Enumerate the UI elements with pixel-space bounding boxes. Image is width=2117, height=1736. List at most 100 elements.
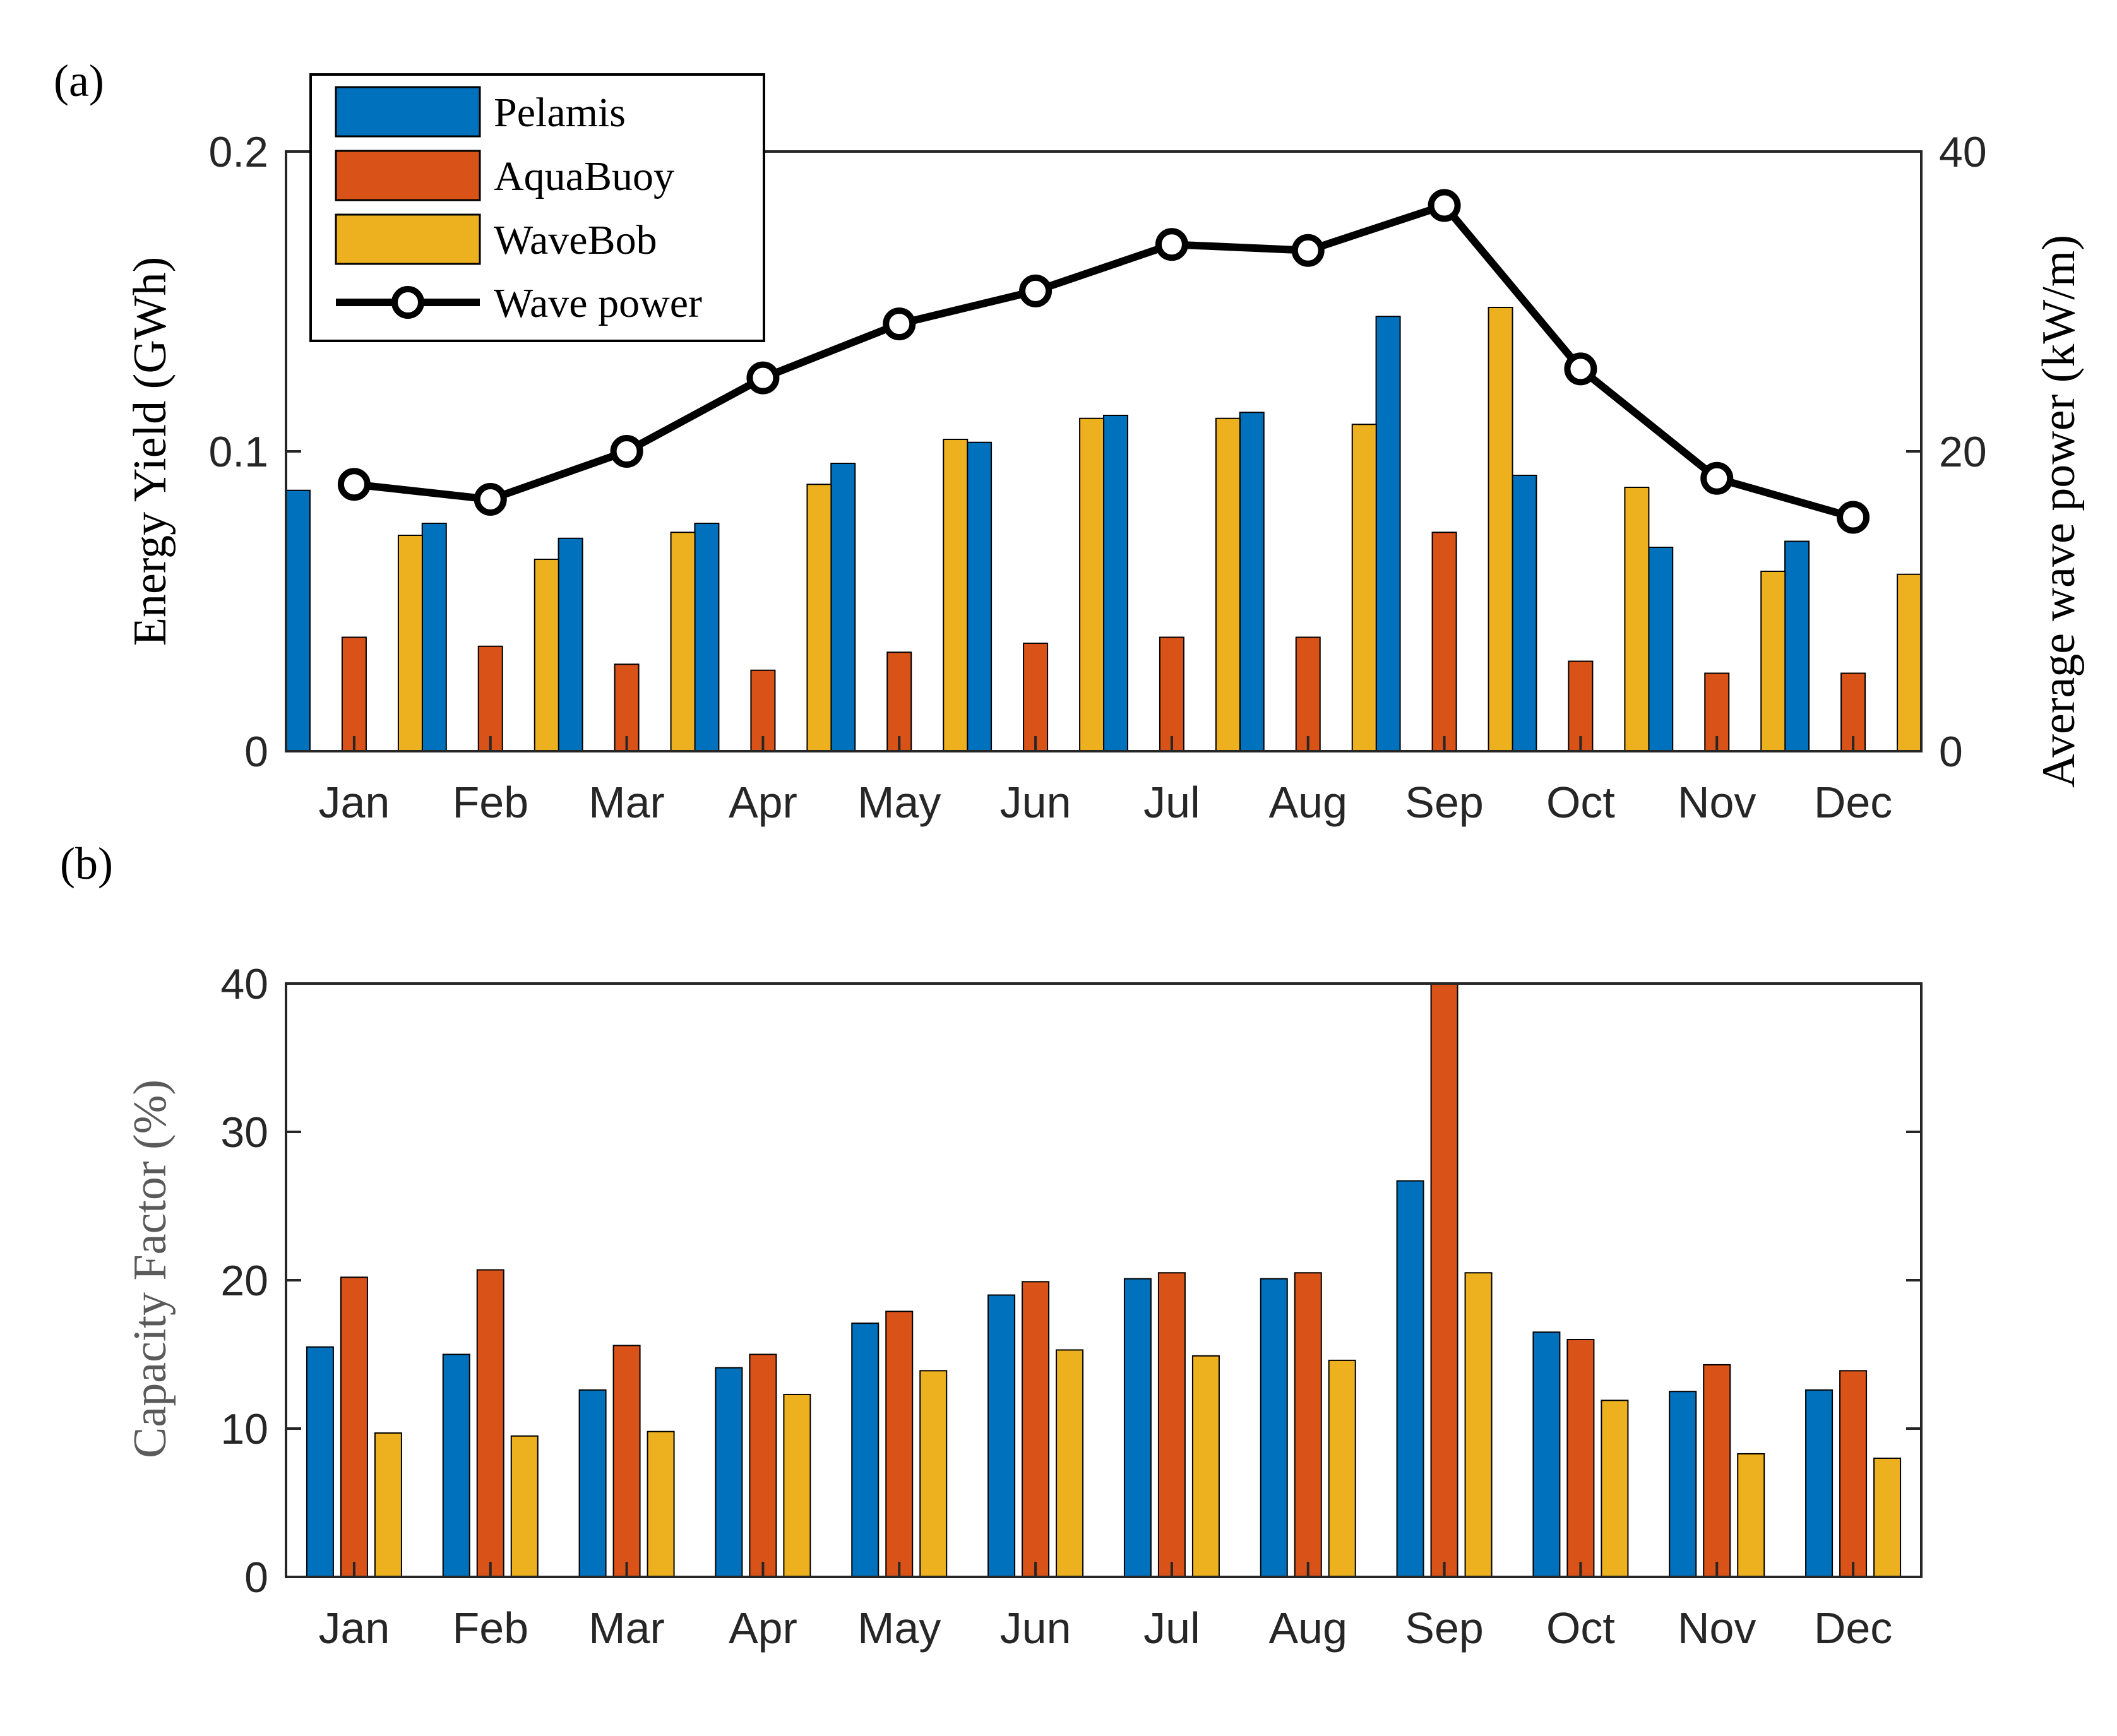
bar-b-pelamis-dec: [1805, 1389, 1834, 1578]
panel-a-wave-power-line: [337, 189, 1870, 534]
panel-b-left-ticks: 0 10 20 30 40: [220, 960, 1921, 1602]
legend-label-wavebob: WaveBob: [494, 217, 657, 263]
a-xtick-label-dec: Dec: [1814, 778, 1892, 827]
bar-b-aquabuoy-may: [885, 1311, 914, 1578]
bar-b-pelamis-jun: [987, 1294, 1016, 1578]
wave-power-marker-nov: [1700, 461, 1734, 495]
b-xtick-label-jun: Jun: [1000, 1603, 1071, 1653]
b-ytick-label: 20: [220, 1257, 268, 1305]
bar-b-wavebob-dec: [1873, 1458, 1902, 1578]
bar-b-wavebob-jul: [1191, 1355, 1220, 1578]
wave-power-marker-jan: [337, 468, 371, 501]
a-xtick-label-mar: Mar: [588, 778, 665, 827]
a-xtick-label-jul: Jul: [1143, 778, 1200, 827]
bar-b-aquabuoy-jul: [1157, 1272, 1186, 1578]
bar-a-wavebob-sep: [1488, 307, 1513, 752]
bar-a-aquabuoy-jan: [341, 636, 367, 752]
panel-b: (b) 0 10 20 30 40 Jan Feb Mar Apr May Jun Jul Aug Se…: [60, 838, 1923, 1653]
bar-b-wavebob-may: [919, 1370, 948, 1578]
bar-a-pelamis-mar: [558, 537, 583, 752]
a-y2tick-label: 40: [1939, 128, 1987, 176]
panel-a-left-ticks: 0 0.1 0.2: [208, 128, 301, 776]
bar-b-pelamis-mar: [578, 1389, 607, 1578]
bar-b-wavebob-mar: [647, 1430, 675, 1578]
b-ytick-label: 0: [244, 1554, 268, 1602]
bar-b-pelamis-nov: [1669, 1391, 1697, 1578]
bar-b-pelamis-apr: [715, 1367, 743, 1578]
wave-power-marker-sep: [1428, 189, 1461, 222]
legend-label-aquabuoy: AquaBuoy: [494, 153, 674, 199]
bar-a-pelamis-nov: [1648, 547, 1674, 752]
b-ytick-label: 40: [220, 960, 268, 1008]
wave-power-marker-jun: [1019, 274, 1053, 307]
bar-b-aquabuoy-mar: [612, 1345, 641, 1578]
bar-a-aquabuoy-jul: [1159, 636, 1184, 752]
bar-b-aquabuoy-jun: [1022, 1281, 1050, 1578]
b-xtick-label-jan: Jan: [318, 1603, 390, 1653]
bar-b-wavebob-aug: [1328, 1359, 1356, 1578]
a-xtick-label-oct: Oct: [1546, 778, 1615, 827]
bar-a-aquabuoy-sep: [1431, 532, 1457, 752]
legend-swatch-pelamis: [335, 86, 481, 138]
bar-b-pelamis-feb: [442, 1353, 470, 1578]
bar-a-wavebob-jun: [1079, 417, 1105, 752]
bar-a-pelamis-sep: [1375, 316, 1401, 752]
bar-b-wavebob-jan: [374, 1432, 402, 1578]
a-xtick-label-apr: Apr: [729, 778, 797, 827]
legend-label-wave-power: Wave power: [494, 280, 702, 326]
b-ytick-label: 30: [220, 1109, 268, 1156]
b-xtick-label-sep: Sep: [1405, 1603, 1484, 1653]
bar-b-aquabuoy-dec: [1839, 1370, 1868, 1578]
a-xtick-label-jan: Jan: [318, 778, 390, 827]
panel-a-bars: [285, 307, 1923, 752]
a-xtick-label-jun: Jun: [1000, 778, 1071, 827]
bar-a-wavebob-oct: [1624, 487, 1650, 752]
bar-b-wavebob-jun: [1056, 1349, 1084, 1578]
panel-b-label: (b): [60, 838, 113, 889]
bar-b-aquabuoy-oct: [1566, 1339, 1595, 1578]
panel-b-y-axis-label: Capacity Factor (%): [124, 1079, 176, 1458]
bar-a-wavebob-aug: [1351, 424, 1377, 752]
a-y2tick-label: 20: [1939, 428, 1987, 476]
bar-b-aquabuoy-jan: [340, 1276, 368, 1578]
bar-a-pelamis-aug: [1239, 412, 1265, 752]
bar-a-pelamis-may: [830, 463, 856, 752]
legend-label-pelamis: Pelamis: [494, 90, 626, 136]
bar-b-wavebob-sep: [1464, 1272, 1493, 1578]
b-xtick-label-nov: Nov: [1678, 1603, 1756, 1653]
wave-power-marker-oct: [1564, 352, 1597, 386]
b-xtick-label-aug: Aug: [1268, 1603, 1347, 1653]
bar-b-pelamis-oct: [1532, 1331, 1561, 1578]
a-y2tick-label: 0: [1939, 728, 1963, 776]
bar-b-aquabuoy-nov: [1703, 1364, 1731, 1578]
b-xtick-label-jul: Jul: [1143, 1603, 1200, 1653]
bar-b-pelamis-may: [851, 1323, 880, 1578]
bar-a-wavebob-feb: [534, 559, 559, 752]
b-xtick-label-mar: Mar: [588, 1603, 665, 1653]
a-xtick-label-nov: Nov: [1678, 778, 1756, 827]
bar-a-aquabuoy-feb: [477, 645, 503, 752]
bar-a-wavebob-apr: [806, 484, 832, 752]
wave-power-marker-feb: [474, 483, 507, 516]
legend-marker-wave-power: [391, 286, 424, 319]
b-xtick-label-oct: Oct: [1546, 1603, 1615, 1653]
bar-a-pelamis-jan: [285, 489, 311, 752]
bar-a-wavebob-may: [943, 439, 969, 752]
bar-b-aquabuoy-sep: [1430, 983, 1458, 1578]
bar-b-pelamis-jul: [1123, 1278, 1152, 1578]
bar-b-wavebob-nov: [1737, 1453, 1765, 1578]
bar-a-wavebob-mar: [670, 532, 696, 752]
wave-power-line: [354, 201, 1854, 521]
bar-a-wavebob-nov: [1760, 571, 1786, 752]
bar-b-wavebob-feb: [510, 1435, 539, 1578]
panel-b-x-ticks: Jan Feb Mar Apr May Jun Jul Aug Sep Oct Nov Dec: [318, 1562, 1892, 1653]
panel-a-label: (a): [54, 56, 104, 106]
wave-power-marker-apr: [746, 361, 780, 395]
a-xtick-label-may: May: [857, 778, 941, 827]
bar-b-aquabuoy-aug: [1294, 1272, 1322, 1578]
wave-power-marker-dec: [1837, 501, 1870, 534]
bar-a-wavebob-dec: [1897, 573, 1923, 752]
legend: Pelamis AquaBuoy WaveBob Wave power: [309, 73, 765, 342]
a-ytick-label: 0: [244, 728, 268, 776]
